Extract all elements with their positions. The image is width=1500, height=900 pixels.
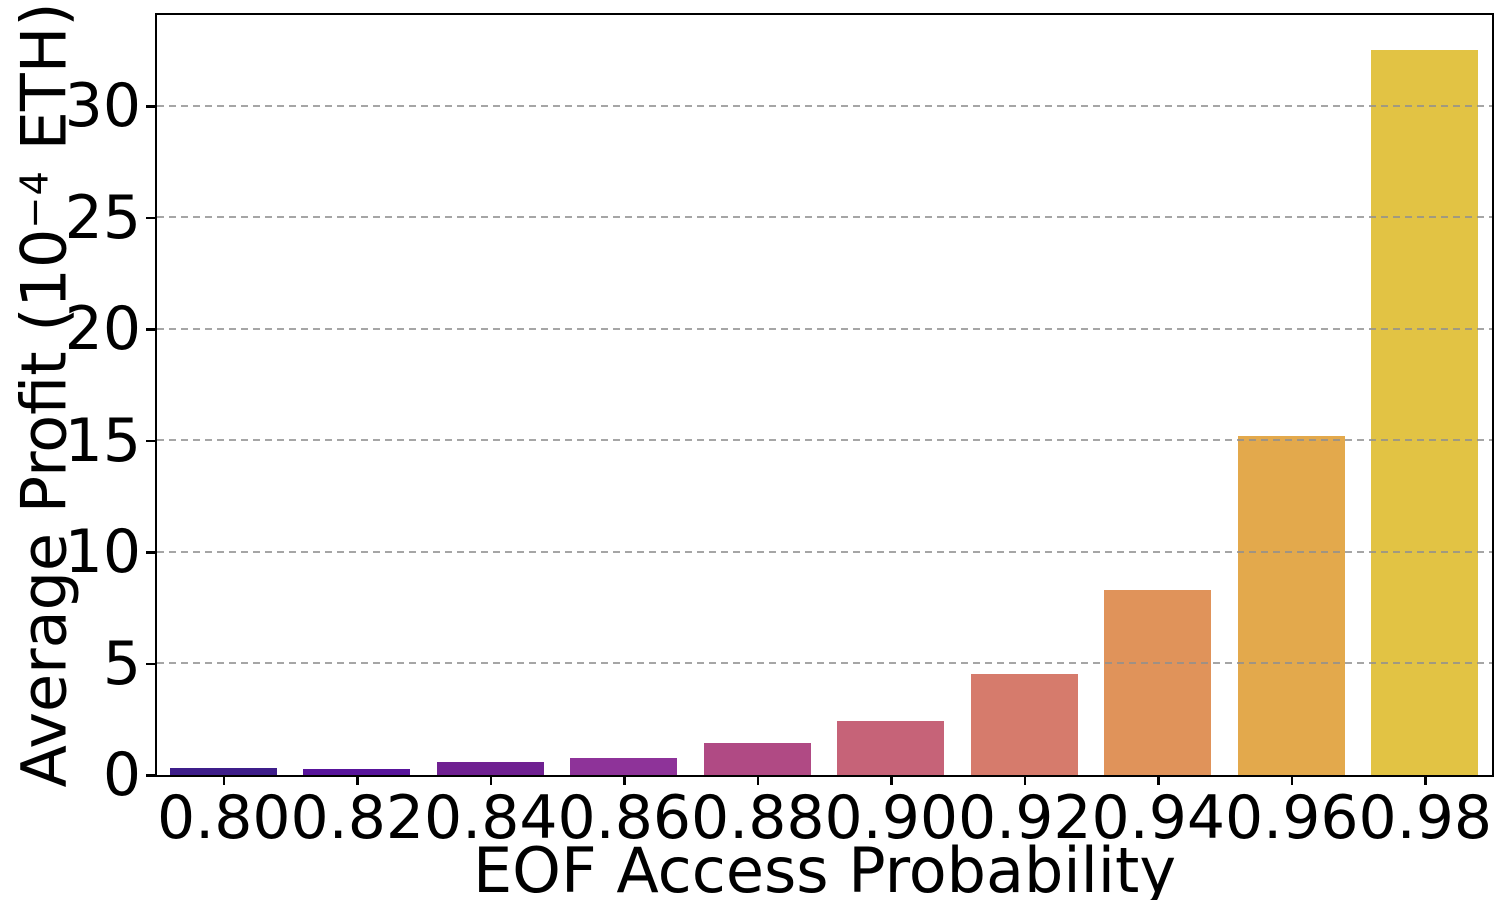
bar-0.88 <box>703 743 811 775</box>
x-tick-label-0.92: 0.92 <box>957 783 1092 853</box>
y-tick-mark-10 <box>146 551 157 554</box>
bar-0.96 <box>1237 435 1345 775</box>
gridline-y-5 <box>156 662 1492 665</box>
gridline-y-15 <box>156 439 1492 442</box>
x-tick-mark-0.96 <box>1290 775 1293 785</box>
x-tick-mark-0.92 <box>1023 775 1026 785</box>
y-axis-label: Average Profit (10−4 ETH) <box>5 2 81 787</box>
y-tick-mark-30 <box>146 105 157 108</box>
y-tick-label-25: 25 <box>64 182 141 253</box>
x-tick-label-0.84: 0.84 <box>423 783 558 853</box>
x-tick-mark-0.80 <box>222 775 225 785</box>
y-tick-label-10: 10 <box>64 517 141 588</box>
x-tick-label-0.94: 0.94 <box>1091 783 1226 853</box>
bar-0.84 <box>436 762 544 775</box>
plot-area <box>154 12 1494 777</box>
gridline-y-25 <box>156 216 1492 219</box>
x-tick-label-0.82: 0.82 <box>290 783 425 853</box>
x-tick-label-0.80: 0.80 <box>156 783 291 853</box>
y-tick-mark-0 <box>146 774 157 777</box>
gridline-y-30 <box>156 104 1492 107</box>
x-tick-mark-0.90 <box>890 775 893 785</box>
x-tick-label-0.98: 0.98 <box>1358 783 1493 853</box>
y-tick-label-0: 0 <box>102 740 141 810</box>
gridline-y-20 <box>156 327 1492 330</box>
bar-0.80 <box>169 767 277 775</box>
y-tick-mark-5 <box>146 662 157 666</box>
bar-0.92 <box>970 674 1078 775</box>
y-tick-label-20: 20 <box>64 294 141 365</box>
x-tick-label-0.88: 0.88 <box>690 783 825 853</box>
y-axis-label-suffix: ETH) <box>7 2 81 171</box>
bar-0.94 <box>1104 589 1212 775</box>
y-axis-label-superscript: −4 <box>12 170 58 229</box>
x-tick-mark-0.98 <box>1424 775 1427 785</box>
y-tick-mark-15 <box>146 439 157 443</box>
x-tick-mark-0.82 <box>356 775 359 785</box>
x-tick-label-0.90: 0.90 <box>824 783 959 853</box>
bar-0.98 <box>1371 50 1479 775</box>
x-tick-mark-0.84 <box>489 775 492 785</box>
x-tick-mark-0.94 <box>1157 775 1160 785</box>
gridline-y-10 <box>156 550 1492 553</box>
x-tick-mark-0.86 <box>623 775 626 785</box>
x-tick-mark-0.88 <box>756 775 759 785</box>
y-tick-mark-25 <box>146 216 157 220</box>
bar-0.90 <box>837 721 945 775</box>
x-tick-label-0.86: 0.86 <box>557 783 692 853</box>
bar-0.82 <box>303 768 411 775</box>
x-tick-label-0.96: 0.96 <box>1224 783 1359 853</box>
y-tick-label-5: 5 <box>102 628 141 699</box>
y-tick-label-30: 30 <box>64 71 141 142</box>
y-axis-label-prefix: Average Profit (10 <box>7 228 81 788</box>
x-axis-label: EOF Access Probability <box>472 834 1177 900</box>
y-tick-label-15: 15 <box>64 405 141 476</box>
bar-0.86 <box>570 757 678 775</box>
y-tick-mark-20 <box>146 328 157 331</box>
